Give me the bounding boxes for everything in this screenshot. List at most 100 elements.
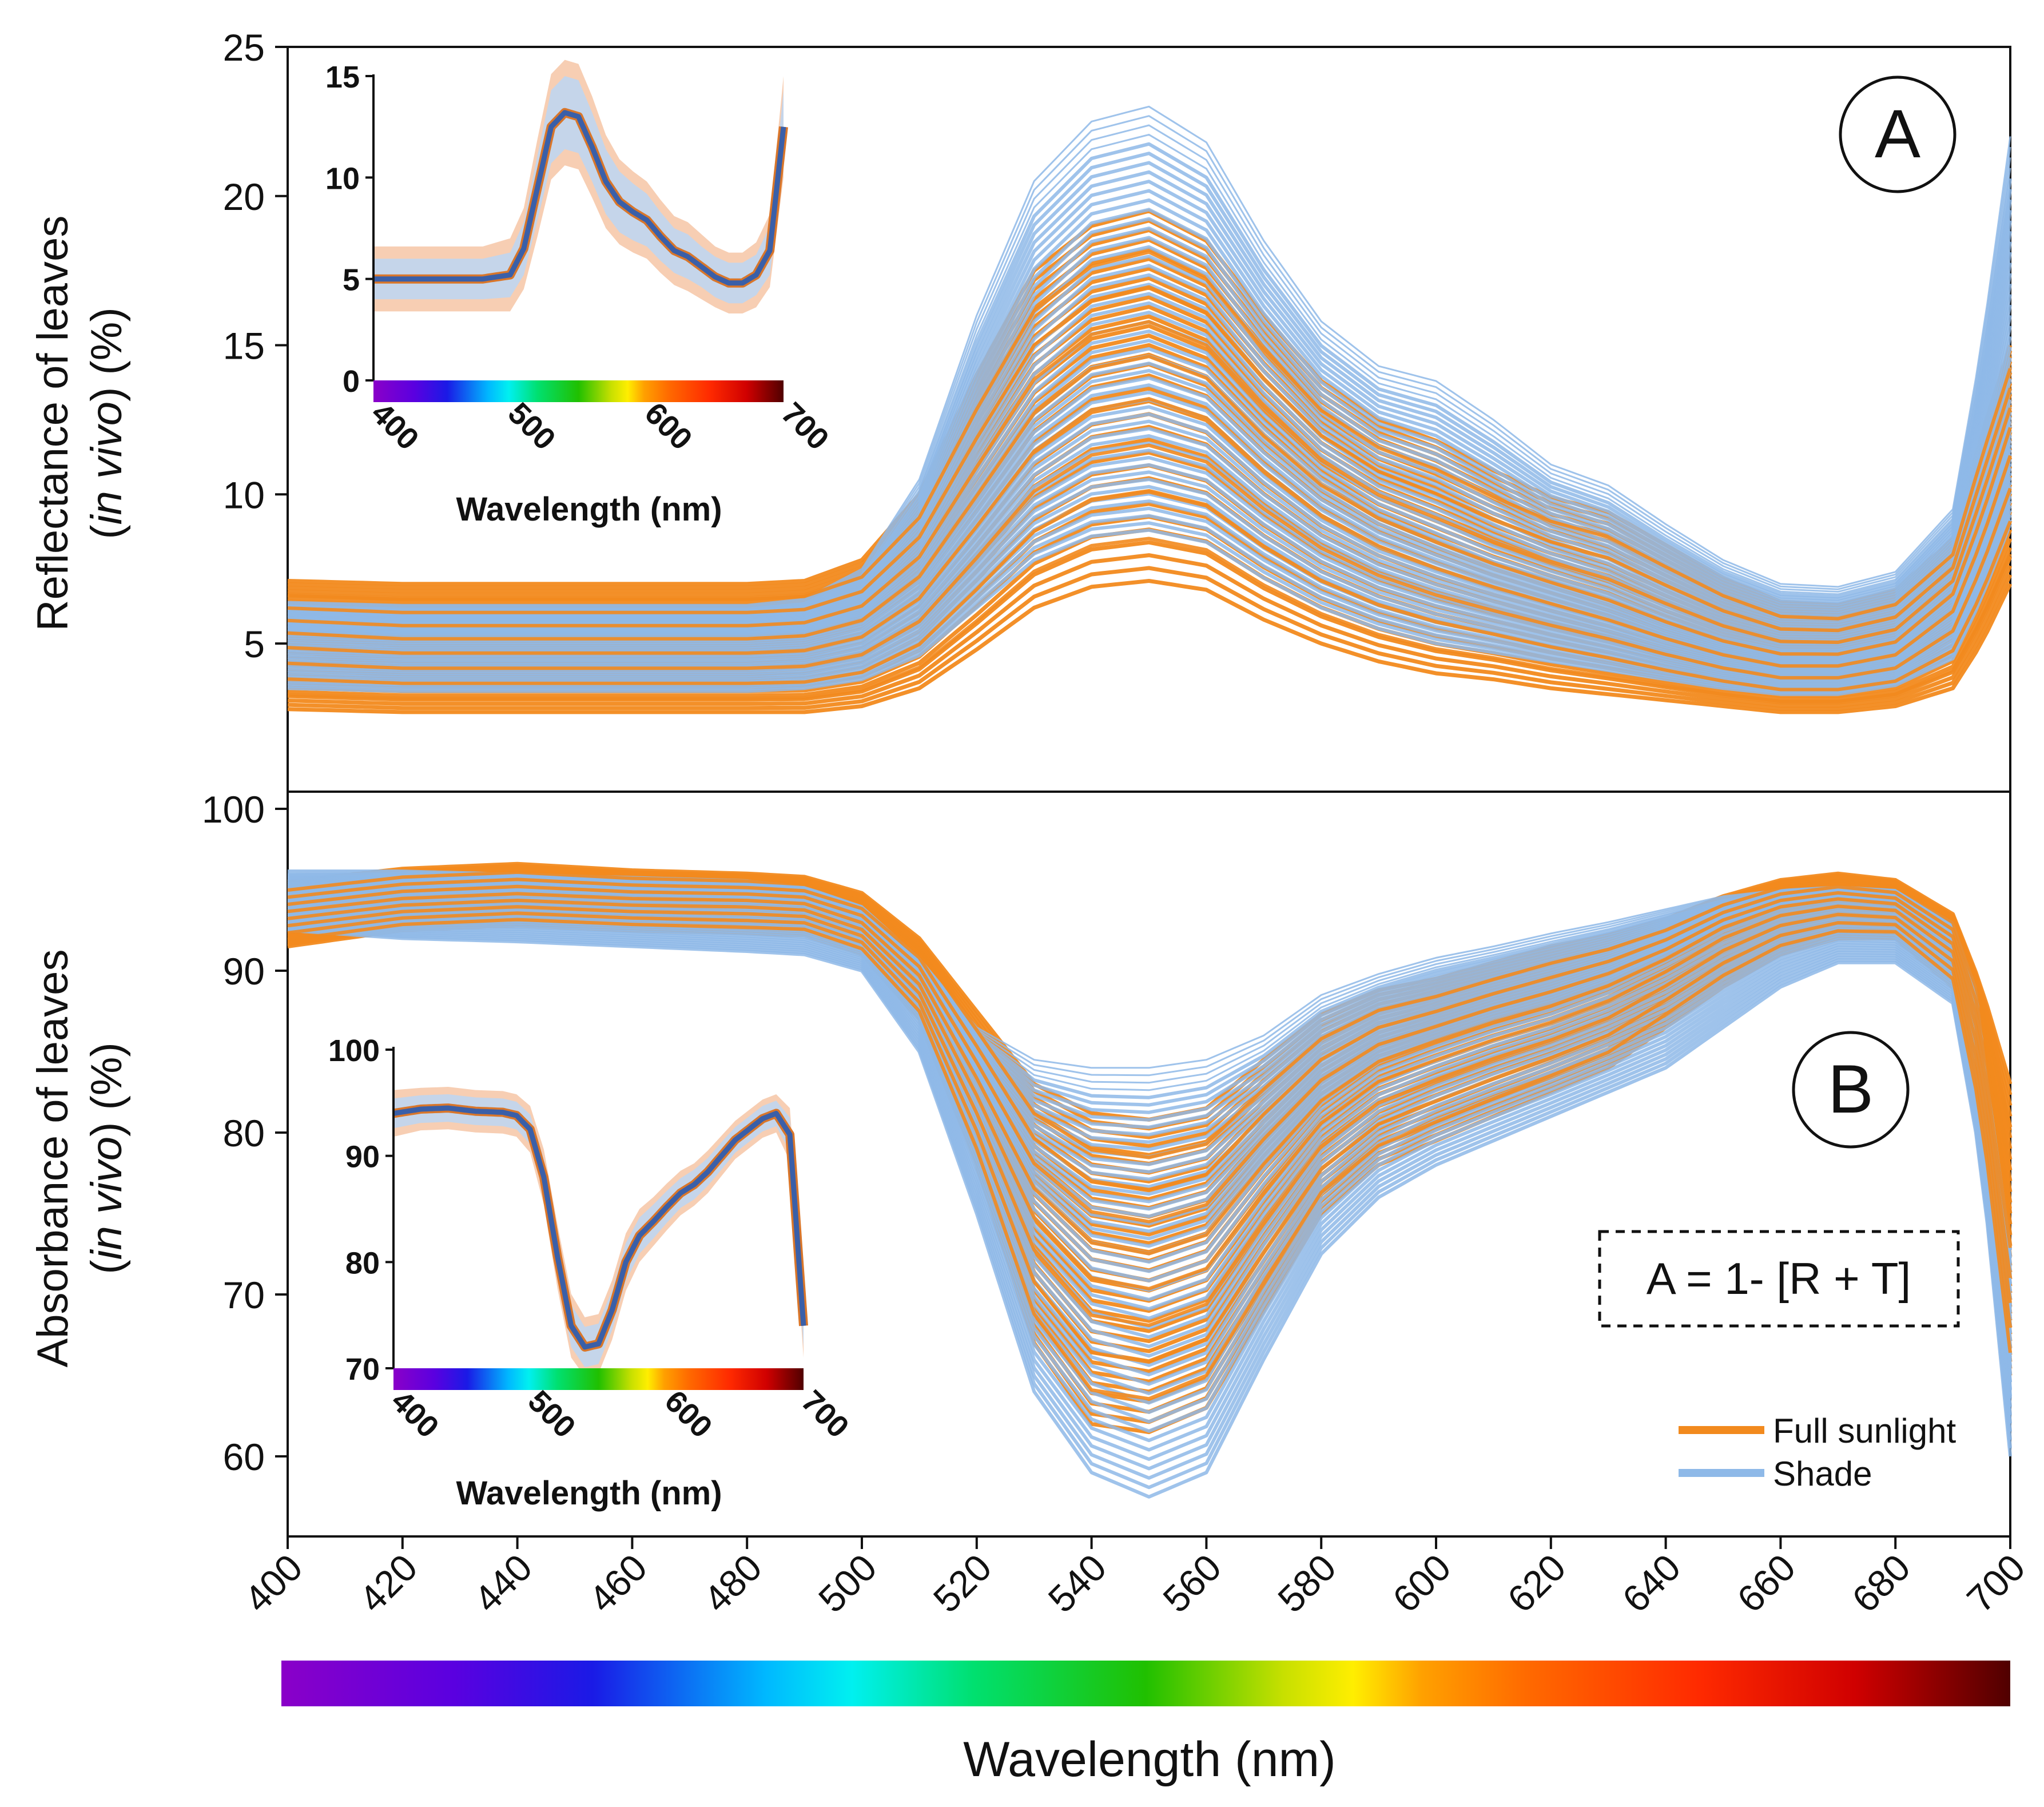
inset-xtick-label: 600 xyxy=(658,1384,719,1444)
x-tick-label: 580 xyxy=(1270,1546,1344,1621)
panel-b-curves xyxy=(287,861,2013,1499)
panel-b-ytick-label: 100 xyxy=(202,788,265,831)
sun-curve-top xyxy=(287,898,2012,1290)
panel-a-ylabel-italic: in vivo xyxy=(82,402,131,525)
shade-curve xyxy=(287,115,2011,607)
x-tick-label: 480 xyxy=(695,1546,770,1621)
inset-xtick-label: 400 xyxy=(385,1384,446,1444)
panel-a-ylabel-line2: (in vivo) (%) xyxy=(82,307,131,539)
sun-curve-top xyxy=(287,320,2012,644)
inset-shade-band xyxy=(373,76,784,304)
panel-a-label: A xyxy=(1839,76,1956,193)
panel-a-ytick-label: 25 xyxy=(223,26,265,69)
x-tick-label: 500 xyxy=(810,1546,885,1621)
panel-b-ylabel-open: ( xyxy=(82,1260,131,1274)
inset-ytick-label: 15 xyxy=(325,60,360,94)
inset-b-plot xyxy=(391,1087,808,1377)
x-tick-label: 540 xyxy=(1040,1546,1114,1621)
panel-a-label-text: A xyxy=(1875,96,1920,172)
inset-ytick-label: 90 xyxy=(345,1140,380,1174)
panel-b-ylabel-close: ) (%) xyxy=(82,1042,131,1137)
x-tick-label: 700 xyxy=(1959,1546,2033,1621)
inset-a-spectrum-bar xyxy=(373,380,784,402)
inset-a-xlabel: Wavelength (nm) xyxy=(456,491,722,528)
shade-curve xyxy=(287,383,2012,661)
x-tick-label: 440 xyxy=(466,1546,540,1621)
sun-curve-top xyxy=(287,884,2012,1224)
sun-curve-top xyxy=(287,905,2012,1328)
shade-curve xyxy=(287,463,2012,680)
panel-a-ytick-label: 10 xyxy=(223,474,265,516)
shade-curve xyxy=(287,427,2012,672)
panel-b-ylabel-italic: in vivo xyxy=(82,1137,131,1260)
shade-curve xyxy=(287,897,2012,1301)
shade-curve xyxy=(287,928,2012,1499)
inset-xtick-label: 500 xyxy=(502,396,562,456)
shade-curve xyxy=(287,142,2012,611)
inset-mean-line xyxy=(393,1105,806,1350)
sun-curve xyxy=(287,579,2013,714)
sun-curve-top xyxy=(287,490,2012,692)
inset-ytick-label: 5 xyxy=(343,263,360,297)
legend-label-shade: Shade xyxy=(1773,1455,1872,1493)
x-tick-label: 620 xyxy=(1500,1546,1574,1621)
shade-curve xyxy=(287,922,2012,1443)
inset-ytick-label: 0 xyxy=(343,364,360,399)
shade-curve xyxy=(287,915,2012,1386)
sun-curve-top xyxy=(287,918,2012,1401)
shade-curve xyxy=(287,924,2012,1461)
inset-b-spectrum-bar xyxy=(393,1368,804,1390)
shade-curve xyxy=(287,519,2012,694)
panel-b-label: B xyxy=(1792,1031,1910,1149)
inset-xtick-label: 600 xyxy=(638,396,699,456)
shade-curve xyxy=(287,124,2011,608)
sun-curve-top xyxy=(287,877,2012,1192)
shade-curve xyxy=(287,523,2012,696)
inset-ytick-label: 10 xyxy=(325,161,360,196)
sun-curve-top xyxy=(287,870,2012,1159)
sun-curve-top xyxy=(287,397,2012,668)
x-tick-label: 460 xyxy=(580,1546,655,1621)
sun-curve-top xyxy=(287,250,2012,621)
inset-mean-line xyxy=(373,110,786,286)
shade-curve xyxy=(287,376,2012,660)
inset-b-xlabel: Wavelength (nm) xyxy=(456,1475,722,1512)
shade-curve xyxy=(287,470,2012,682)
legend: Full sunlight Shade xyxy=(1679,1412,1956,1493)
x-tick-label: 520 xyxy=(925,1546,1000,1621)
inset-ytick-label: 70 xyxy=(345,1352,380,1387)
shade-curve xyxy=(287,419,2012,670)
shade-curve xyxy=(287,478,2012,684)
panel-b-ylabel-line2: (in vivo) (%) xyxy=(82,1042,131,1274)
panel-a-ylabel-open: ( xyxy=(82,525,131,539)
x-tick-label: 420 xyxy=(351,1546,425,1621)
shade-curve xyxy=(287,925,2012,1471)
shade-curve xyxy=(287,133,2011,609)
shade-curve xyxy=(287,105,2011,606)
x-tick-label: 560 xyxy=(1155,1546,1229,1621)
shade-curve xyxy=(287,390,2012,663)
shade-curve xyxy=(287,441,2012,675)
shade-curve xyxy=(287,927,2012,1490)
inset-xtick-label: 700 xyxy=(795,1384,856,1444)
panel-b-ytick-label: 60 xyxy=(223,1436,265,1478)
shade-curve xyxy=(287,434,2012,673)
inset-a: 0 5 10 15 400 500 600 700 Wavelength (nm) xyxy=(325,59,836,528)
panel-a-ytick-label: 15 xyxy=(223,325,265,367)
inset-xtick-label: 400 xyxy=(365,396,425,456)
spectrum-bar xyxy=(281,1661,2010,1706)
panel-a-ylabel-close: ) (%) xyxy=(82,307,131,402)
sun-curve xyxy=(287,553,2013,708)
x-axis-label: Wavelength (nm) xyxy=(963,1732,1336,1787)
shade-curve xyxy=(287,926,2012,1480)
inset-ytick-label: 80 xyxy=(345,1246,380,1280)
panel-b-ytick-label: 70 xyxy=(223,1274,265,1316)
sun-curve-top xyxy=(287,892,2012,1256)
shade-curve xyxy=(287,903,2012,1330)
shade-curve xyxy=(287,909,2012,1358)
inset-ytick-label: 100 xyxy=(328,1034,380,1068)
panel-b-ytick-label: 80 xyxy=(223,1112,265,1154)
inset-a-plot xyxy=(371,59,788,313)
sun-curve xyxy=(287,566,2013,711)
